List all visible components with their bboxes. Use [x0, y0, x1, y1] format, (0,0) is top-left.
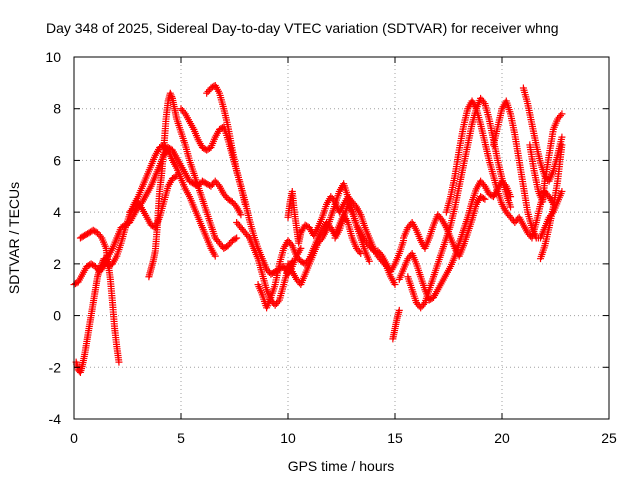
data-point [437, 214, 445, 222]
x-tick-label: 15 [387, 430, 403, 446]
series-arc-11 [284, 187, 399, 289]
data-point [297, 244, 305, 252]
data-point [351, 201, 359, 209]
data-point [479, 98, 487, 106]
data-point [507, 203, 515, 211]
data-point [365, 257, 373, 265]
data-point [368, 245, 376, 253]
data-point [96, 265, 104, 273]
y-tick-label: 0 [53, 308, 61, 324]
axis-ticks: 0 5 10 15 20 25 -4 -2 0 2 4 6 8 10 [45, 49, 617, 446]
data-point [168, 93, 176, 101]
data-point [479, 181, 487, 189]
data-point [287, 240, 295, 248]
y-tick-label: 10 [45, 49, 61, 65]
data-point [330, 196, 338, 204]
x-tick-label: 5 [177, 430, 185, 446]
y-tick-label: 6 [53, 152, 61, 168]
data-point [479, 194, 487, 202]
x-tick-label: 10 [280, 430, 296, 446]
data-point [96, 263, 104, 271]
data-point [395, 306, 403, 314]
data-point [115, 358, 123, 366]
y-tick-label: 4 [53, 204, 61, 220]
chart-title: Day 348 of 2025, Sidereal Day-to-day VTE… [46, 20, 559, 36]
data-point [377, 250, 385, 258]
data-point [231, 235, 239, 243]
data-point [166, 89, 174, 97]
y-axis-label: SDTVAR / TECUs [6, 182, 22, 294]
y-tick-label: -2 [49, 359, 62, 375]
data-point [558, 110, 566, 118]
data-point [558, 141, 566, 149]
data-point [231, 201, 239, 209]
data-point [214, 181, 222, 189]
y-tick-label: -4 [49, 411, 62, 427]
data-point [96, 232, 104, 240]
data-point [556, 112, 564, 120]
series-arc-13 [389, 306, 403, 343]
series-arc-12 [331, 200, 408, 276]
data-point [180, 108, 188, 116]
data-point [420, 300, 428, 308]
series-arc-17 [442, 97, 557, 242]
data-point [317, 236, 325, 244]
series-arc-5 [145, 89, 241, 281]
x-tick-label: 20 [494, 430, 510, 446]
x-tick-label: 25 [601, 430, 617, 446]
data-point [237, 211, 245, 219]
y-tick-label: 8 [53, 101, 61, 117]
data-point [558, 133, 566, 141]
y-tick-label: 2 [53, 256, 61, 272]
series-arc-15 [400, 193, 489, 260]
x-tick-label: 0 [70, 430, 78, 446]
data-point [211, 252, 219, 260]
data-point [171, 173, 179, 181]
data-points [70, 81, 566, 376]
data-point [391, 281, 399, 289]
series-arc-21 [537, 141, 566, 263]
data-point [481, 195, 489, 203]
data-point [288, 257, 296, 265]
data-point [244, 232, 252, 240]
plot-frame [73, 56, 610, 420]
series-arc-3 [76, 226, 123, 366]
series-arc-2 [72, 141, 219, 376]
series-arc-20 [526, 110, 566, 206]
data-point [274, 298, 282, 306]
data-point [355, 248, 363, 256]
x-axis-label: GPS time / hours [288, 458, 395, 474]
series-arc-4 [126, 172, 181, 232]
data-point [97, 262, 105, 270]
data-point [233, 234, 241, 242]
series-arc-19 [519, 84, 566, 185]
data-point [173, 172, 181, 180]
data-point [98, 260, 106, 268]
data-point [167, 91, 175, 99]
data-point [558, 187, 566, 195]
